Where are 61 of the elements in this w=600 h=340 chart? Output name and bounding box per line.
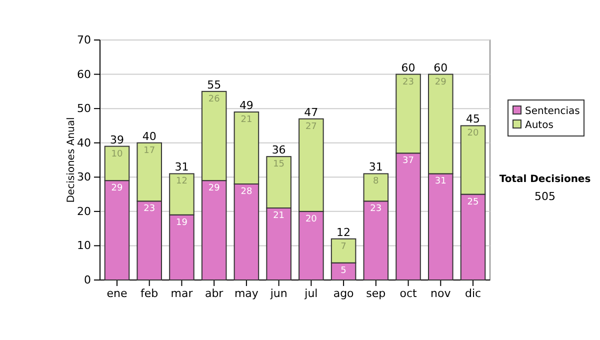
total-label: 31 xyxy=(368,160,383,174)
data-label: 20 xyxy=(467,128,480,139)
x-tick-label: ene xyxy=(106,286,128,300)
legend-label: Autos xyxy=(525,120,554,131)
total-label: 60 xyxy=(401,61,416,74)
data-label: 12 xyxy=(176,176,188,187)
data-label: 21 xyxy=(273,211,285,221)
total-label: 40 xyxy=(142,130,156,143)
x-tick-label: oct xyxy=(400,286,418,300)
y-tick-label: 30 xyxy=(77,170,91,184)
x-tick-label: ago xyxy=(333,286,354,300)
x-tick-label: feb xyxy=(140,286,158,300)
total-label: 49 xyxy=(239,99,254,112)
text: 505 xyxy=(534,190,556,203)
x-tick-label: dic xyxy=(464,286,482,300)
data-label: 31 xyxy=(434,176,446,187)
data-label: 20 xyxy=(305,214,318,224)
data-label: 23 xyxy=(402,77,414,88)
data-label: 15 xyxy=(273,160,285,170)
total-label: 55 xyxy=(207,78,222,92)
x-tick-label: jul xyxy=(304,286,318,300)
total-label: 60 xyxy=(434,61,448,74)
x-tick-label: mar xyxy=(170,286,194,300)
y-tick-label: 50 xyxy=(77,102,91,116)
data-label: 23 xyxy=(370,204,382,214)
data-label: 23 xyxy=(144,204,156,214)
total-label: 47 xyxy=(304,106,318,119)
x-tick-label: abr xyxy=(204,286,224,300)
data-label: 25 xyxy=(467,197,479,208)
data-label: 26 xyxy=(208,94,220,104)
y-tick-label: 70 xyxy=(77,34,91,47)
data-label: 29 xyxy=(111,184,123,194)
data-label: 17 xyxy=(144,146,156,156)
x-tick-label: nov xyxy=(430,286,452,300)
total-label: 39 xyxy=(110,133,124,146)
total-label: 45 xyxy=(466,112,480,126)
data-label: 19 xyxy=(176,218,188,228)
data-label: 37 xyxy=(402,156,414,166)
data-label: 28 xyxy=(240,187,252,197)
data-label: 29 xyxy=(208,184,220,194)
data-label: 8 xyxy=(373,176,380,187)
y-tick-label: 10 xyxy=(77,239,91,252)
y-tick-label: 0 xyxy=(84,274,91,287)
data-label: 27 xyxy=(305,122,317,132)
total-label: 31 xyxy=(174,160,189,174)
y-tick-label: 40 xyxy=(77,136,91,150)
x-tick-label: jun xyxy=(269,286,288,300)
y-tick-label: 20 xyxy=(77,204,91,218)
legend-label: Sentencias xyxy=(525,106,580,117)
x-tick-label: may xyxy=(234,286,259,300)
data-label: 7 xyxy=(340,242,346,252)
total-label: 36 xyxy=(272,144,286,157)
y-tick-label: 60 xyxy=(77,68,91,81)
data-label: 29 xyxy=(434,77,447,88)
y-axis-title: Decisiones Anual xyxy=(66,117,77,203)
total-label: 12 xyxy=(336,226,351,239)
x-tick-label: sep xyxy=(366,286,386,300)
data-label: 10 xyxy=(111,149,123,160)
text: Total Decisiones xyxy=(499,174,591,185)
data-label: 5 xyxy=(340,266,346,276)
data-label: 21 xyxy=(240,115,252,125)
